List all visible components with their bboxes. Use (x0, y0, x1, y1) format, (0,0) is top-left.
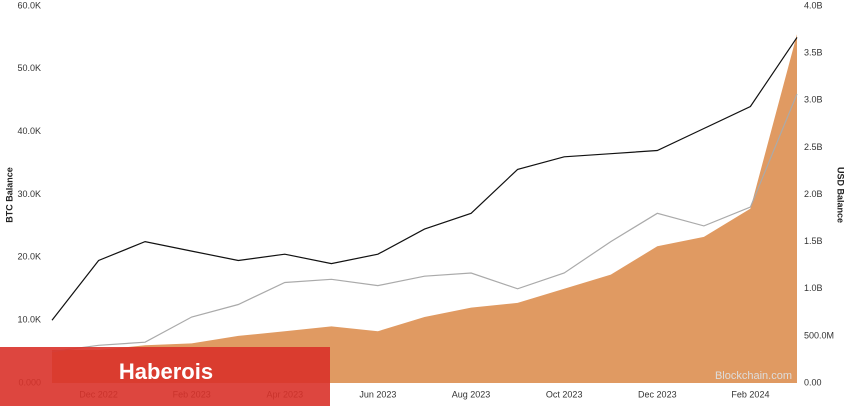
x-tick-label: Oct 2023 (546, 389, 583, 399)
y2-axis-title: USD Balance (836, 167, 846, 223)
y-tick-label: 10.0K (17, 315, 41, 325)
y2-tick-label: 1.0B (804, 283, 823, 293)
area (52, 34, 797, 384)
y-tick-label: 50.0K (17, 63, 41, 73)
y2-tick-label: 500.0M (804, 330, 834, 340)
x-tick-label: Feb 2024 (731, 389, 769, 399)
banner-text: Haberois (119, 359, 213, 384)
y-tick-label: 40.0K (17, 126, 41, 136)
y2-tick-label: 3.0B (804, 95, 823, 105)
x-tick-label: Jun 2023 (359, 389, 396, 399)
y2-tick-label: 0.00 (804, 377, 822, 387)
y2-tick-label: 3.5B (804, 48, 823, 58)
y2-tick-label: 4.0B (804, 0, 823, 10)
y2-tick-label: 2.5B (804, 142, 823, 152)
y-axis-title: BTC Balance (4, 167, 14, 223)
banner (0, 347, 330, 406)
line (51, 37, 798, 321)
y-tick-label: 30.0K (17, 189, 41, 199)
y2-tick-label: 2.0B (804, 189, 823, 199)
x-tick-label: Dec 2023 (638, 389, 677, 399)
y-tick-label: 20.0K (17, 252, 41, 262)
plot-area: 0.00010.0K20.0K30.0K40.0K50.0K60.0K0.005… (17, 0, 834, 399)
y-tick-label: 60.0K (17, 0, 41, 10)
line (51, 93, 798, 353)
watermark: Blockchain.com (715, 370, 792, 382)
x-tick-label: Aug 2023 (452, 389, 491, 399)
y2-tick-label: 1.5B (804, 236, 823, 246)
